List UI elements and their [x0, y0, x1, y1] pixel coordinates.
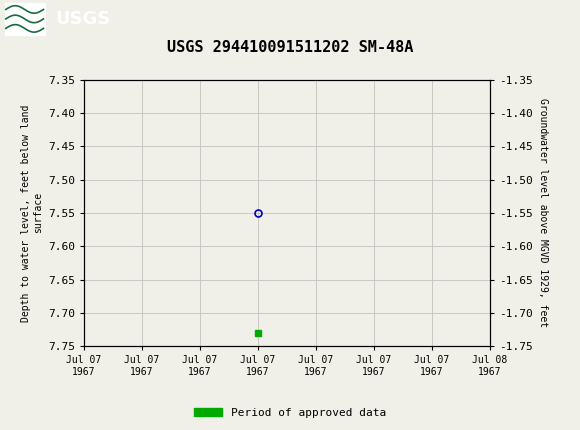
- Y-axis label: Depth to water level, feet below land
surface: Depth to water level, feet below land su…: [21, 104, 42, 322]
- Legend: Period of approved data: Period of approved data: [190, 403, 390, 422]
- Y-axis label: Groundwater level above MGVD 1929, feet: Groundwater level above MGVD 1929, feet: [538, 98, 549, 327]
- Text: USGS: USGS: [55, 10, 110, 28]
- Bar: [5, 3, 45, 35]
- Text: USGS 294410091511202 SM-48A: USGS 294410091511202 SM-48A: [167, 40, 413, 55]
